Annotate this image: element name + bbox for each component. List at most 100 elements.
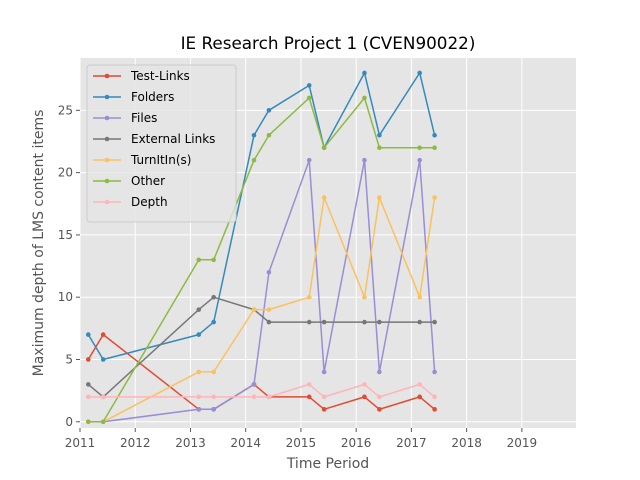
series-other bbox=[85, 95, 437, 425]
x-axis-label: Time Period bbox=[286, 456, 369, 472]
data-point bbox=[196, 332, 202, 337]
y-tick-label: 10 bbox=[58, 290, 73, 304]
legend-label: Folders bbox=[131, 90, 174, 104]
legend-marker bbox=[104, 157, 110, 163]
x-tick-label: 2013 bbox=[175, 436, 206, 450]
data-point bbox=[211, 369, 216, 375]
legend-item: Test-Links bbox=[93, 69, 190, 83]
axis-ticks: 2011 2012 2013 2014 2015 2016 2017 2018 20190510… bbox=[58, 103, 537, 450]
data-point bbox=[211, 394, 216, 400]
data-point bbox=[306, 157, 312, 163]
y-tick-label: 25 bbox=[58, 103, 73, 117]
data-point bbox=[196, 307, 202, 312]
legend-label: Other bbox=[131, 174, 165, 188]
legend-item: TurnItIn(s) bbox=[93, 153, 191, 167]
data-point bbox=[251, 157, 257, 163]
data-point bbox=[432, 145, 437, 150]
legend-label: TurnItIn(s) bbox=[130, 153, 191, 167]
data-point bbox=[377, 195, 382, 200]
data-point bbox=[417, 394, 422, 400]
data-point bbox=[100, 332, 106, 337]
legend-marker bbox=[104, 73, 110, 79]
legend-item: Other bbox=[93, 174, 165, 188]
data-point bbox=[211, 319, 216, 325]
data-point bbox=[266, 319, 272, 325]
data-point bbox=[417, 294, 422, 300]
data-point bbox=[362, 382, 367, 387]
data-point bbox=[306, 83, 312, 88]
data-point bbox=[85, 419, 91, 425]
data-point bbox=[417, 319, 422, 325]
data-point bbox=[85, 357, 91, 362]
data-point bbox=[432, 195, 437, 200]
data-point bbox=[362, 95, 367, 101]
data-point bbox=[266, 307, 272, 312]
series-line bbox=[88, 383, 436, 398]
legend-label: Files bbox=[131, 111, 157, 125]
data-point bbox=[266, 394, 272, 400]
data-point bbox=[85, 382, 91, 387]
data-point bbox=[85, 394, 91, 400]
data-point bbox=[377, 132, 382, 138]
data-point bbox=[266, 269, 272, 275]
data-point bbox=[432, 369, 437, 375]
legend-item: Files bbox=[93, 111, 157, 125]
data-point bbox=[377, 145, 382, 150]
data-point bbox=[432, 407, 437, 412]
data-point bbox=[251, 394, 257, 400]
data-point bbox=[362, 394, 367, 400]
data-point bbox=[211, 257, 216, 263]
data-point bbox=[362, 157, 367, 163]
data-point bbox=[266, 108, 272, 113]
legend-marker bbox=[104, 136, 110, 142]
y-tick-label: 0 bbox=[65, 415, 73, 429]
data-point bbox=[100, 394, 106, 400]
legend-box bbox=[86, 64, 237, 223]
legend-label: External Links bbox=[131, 132, 215, 146]
series-folders bbox=[85, 70, 437, 362]
data-point bbox=[266, 132, 272, 138]
data-point bbox=[321, 369, 327, 375]
data-point bbox=[377, 319, 382, 325]
data-point bbox=[211, 407, 216, 412]
legend-marker bbox=[104, 115, 110, 121]
y-tick-label: 5 bbox=[65, 352, 73, 366]
x-tick-label: 2012 bbox=[120, 436, 151, 450]
data-point bbox=[362, 70, 367, 76]
data-point bbox=[432, 132, 437, 138]
y-tick-label: 15 bbox=[58, 228, 73, 242]
data-point bbox=[306, 394, 312, 400]
data-point bbox=[362, 294, 367, 300]
data-point bbox=[100, 357, 106, 362]
legend-item: Folders bbox=[93, 90, 174, 104]
legend-item: External Links bbox=[93, 132, 215, 146]
data-point bbox=[321, 195, 327, 200]
x-tick-label: 2019 bbox=[507, 436, 538, 450]
legend-marker bbox=[104, 178, 110, 184]
x-tick-label: 2018 bbox=[451, 436, 482, 450]
data-point bbox=[432, 319, 437, 325]
series-line bbox=[87, 296, 435, 398]
data-point bbox=[196, 369, 202, 375]
legend-label: Test-Links bbox=[130, 69, 190, 83]
data-point bbox=[251, 382, 257, 387]
data-point bbox=[377, 407, 382, 412]
legend-marker bbox=[104, 94, 110, 100]
data-point bbox=[251, 132, 257, 138]
data-point bbox=[417, 145, 422, 150]
data-point bbox=[417, 382, 422, 387]
x-tick-label: 2017 bbox=[396, 436, 427, 450]
data-point bbox=[306, 294, 312, 300]
data-point bbox=[196, 407, 202, 412]
data-point bbox=[417, 157, 422, 163]
legend: Test-Links Folders Files External Links Turn… bbox=[86, 64, 237, 223]
legend-label: Depth bbox=[131, 195, 168, 209]
y-tick-label: 20 bbox=[58, 166, 73, 180]
chart-title: IE Research Project 1 (CVEN90022) bbox=[181, 33, 476, 53]
data-point bbox=[85, 332, 91, 337]
series-line bbox=[88, 159, 436, 423]
data-point bbox=[196, 394, 202, 400]
x-tick-label: 2014 bbox=[230, 436, 261, 450]
data-point bbox=[432, 394, 437, 400]
data-point bbox=[321, 145, 327, 150]
